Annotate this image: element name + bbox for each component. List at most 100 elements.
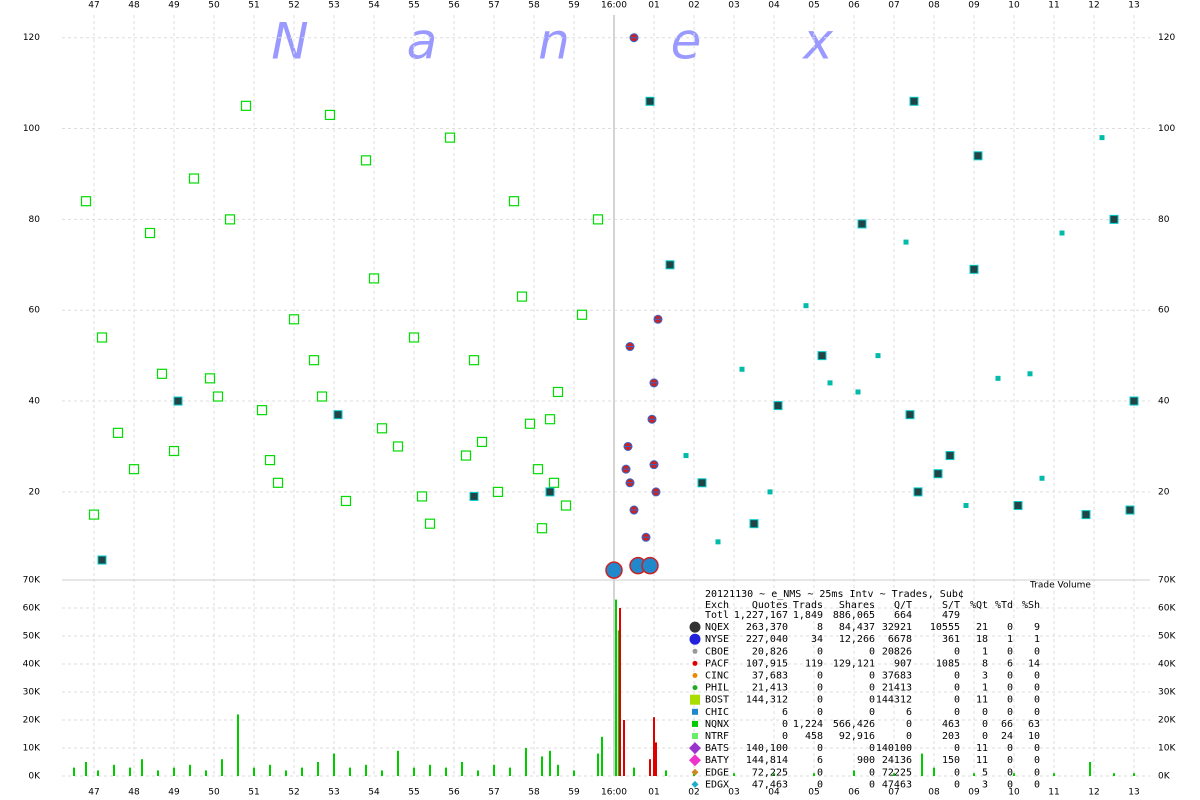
table-cell: 66 xyxy=(1001,719,1013,730)
quote-point xyxy=(308,355,320,366)
trade-point xyxy=(645,96,655,106)
table-cell: 20826 xyxy=(882,646,912,657)
x-tick-label-top: 10 xyxy=(1008,1,1020,11)
watermark-letter: n xyxy=(538,13,570,71)
table-cell: 47463 xyxy=(882,779,912,790)
x-tick-label-bottom: 07 xyxy=(888,788,899,798)
table-cell: 0 xyxy=(1034,683,1040,694)
table-cell: 24 xyxy=(1001,731,1013,742)
table-cell: 0 xyxy=(869,779,875,790)
table-cell: BOST xyxy=(705,695,729,706)
table-cell: 3 xyxy=(982,779,988,790)
legend-icon xyxy=(692,660,698,666)
table-cell: BATY xyxy=(705,755,729,766)
trade-point xyxy=(913,487,923,497)
table-cell: %Td xyxy=(995,600,1013,611)
y-tick-label: 60 xyxy=(29,306,41,316)
table-cell: S/T xyxy=(942,600,960,611)
watermark-letter: x xyxy=(801,13,833,71)
trade-point xyxy=(621,464,631,474)
watermark-letter: e xyxy=(671,13,702,71)
table-cell: NTRF xyxy=(705,731,729,742)
table-cell: 0 xyxy=(1007,683,1013,694)
x-tick-label-top: 52 xyxy=(288,1,299,11)
y-tick-label: 50K xyxy=(23,632,41,642)
table-cell: 9 xyxy=(1034,622,1040,633)
table-cell: 0 xyxy=(1034,671,1040,682)
x-tick-label-bottom: 04 xyxy=(768,788,780,798)
volume-bar xyxy=(397,750,399,776)
quote-point xyxy=(340,495,352,507)
volume-bar xyxy=(1053,773,1055,776)
quote-point xyxy=(88,509,100,520)
table-cell: 129,121 xyxy=(833,658,875,669)
y-tick-label-right: 10K xyxy=(1158,744,1176,754)
table-cell: 21413 xyxy=(882,683,912,694)
x-tick-label-top: 04 xyxy=(768,1,780,11)
table-cell: NYSE xyxy=(705,634,729,645)
table-cell: 1 xyxy=(1007,634,1013,645)
trade-point xyxy=(1039,475,1045,481)
legend-icon xyxy=(692,685,698,691)
volume-bar xyxy=(301,767,303,776)
quote-point xyxy=(552,386,564,398)
table-cell: Trads xyxy=(793,600,823,611)
x-tick-label-bottom: 02 xyxy=(688,788,699,798)
table-cell: Q/T xyxy=(894,600,912,611)
legend-icon xyxy=(689,754,701,767)
table-cell: 18 xyxy=(976,634,988,645)
volume-bar xyxy=(893,773,895,776)
table-cell: 0 xyxy=(1034,755,1040,766)
trade-point xyxy=(855,389,861,395)
quote-point xyxy=(560,500,572,511)
quote-point xyxy=(460,450,472,461)
table-cell: EDGX xyxy=(705,779,729,790)
x-tick-label-bottom: 03 xyxy=(728,788,739,798)
table-cell: 144,312 xyxy=(746,695,788,706)
quote-point xyxy=(368,273,380,284)
table-cell: PACF xyxy=(705,658,729,669)
table-cell: 21 xyxy=(976,622,988,633)
x-tick-label-top: 01 xyxy=(648,1,659,11)
volume-bar xyxy=(921,753,923,776)
table-cell: 0 xyxy=(1007,767,1013,778)
x-tick-label-top: 53 xyxy=(328,1,339,11)
volume-bar xyxy=(1133,773,1135,776)
table-cell: 72225 xyxy=(882,767,912,778)
table-cell: PHIL xyxy=(705,683,729,694)
volume-bar xyxy=(853,770,855,776)
quote-point xyxy=(416,491,428,502)
x-tick-label-top: 16:00 xyxy=(601,1,627,11)
quote-point xyxy=(224,214,236,225)
quote-point xyxy=(592,214,604,225)
y-tick-label-right: 20K xyxy=(1158,716,1176,726)
legend-icon xyxy=(691,780,699,788)
table-cell: 0 xyxy=(1007,755,1013,766)
trade-point xyxy=(933,469,943,479)
watermark-letter: a xyxy=(407,13,438,71)
x-tick-label-top: 12 xyxy=(1088,1,1099,11)
table-cell: 6678 xyxy=(888,634,912,645)
quote-point xyxy=(168,445,180,457)
x-tick-label-bottom: 47 xyxy=(88,788,99,798)
quote-point xyxy=(316,391,328,402)
trade-point xyxy=(1081,510,1091,520)
watermark-letter: N xyxy=(271,13,308,71)
trade-point xyxy=(1059,230,1065,236)
table-cell: 0 xyxy=(954,646,960,657)
table-cell: 0 xyxy=(817,671,823,682)
trade-point xyxy=(803,303,809,309)
volume-bar xyxy=(317,762,319,776)
quote-point xyxy=(524,418,536,429)
table-cell: 1 xyxy=(982,646,988,657)
x-tick-label-bottom: 08 xyxy=(928,788,940,798)
table-cell: 47,463 xyxy=(752,779,788,790)
table-cell: Quotes xyxy=(752,600,788,611)
trade-point xyxy=(641,532,651,542)
volume-bar xyxy=(173,767,175,776)
table-cell: 227,040 xyxy=(746,634,788,645)
table-cell: Totl xyxy=(705,610,729,621)
y-tick-label: 60K xyxy=(23,604,41,614)
x-tick-label-bottom: 10 xyxy=(1008,788,1020,798)
table-cell: 463 xyxy=(942,719,960,730)
